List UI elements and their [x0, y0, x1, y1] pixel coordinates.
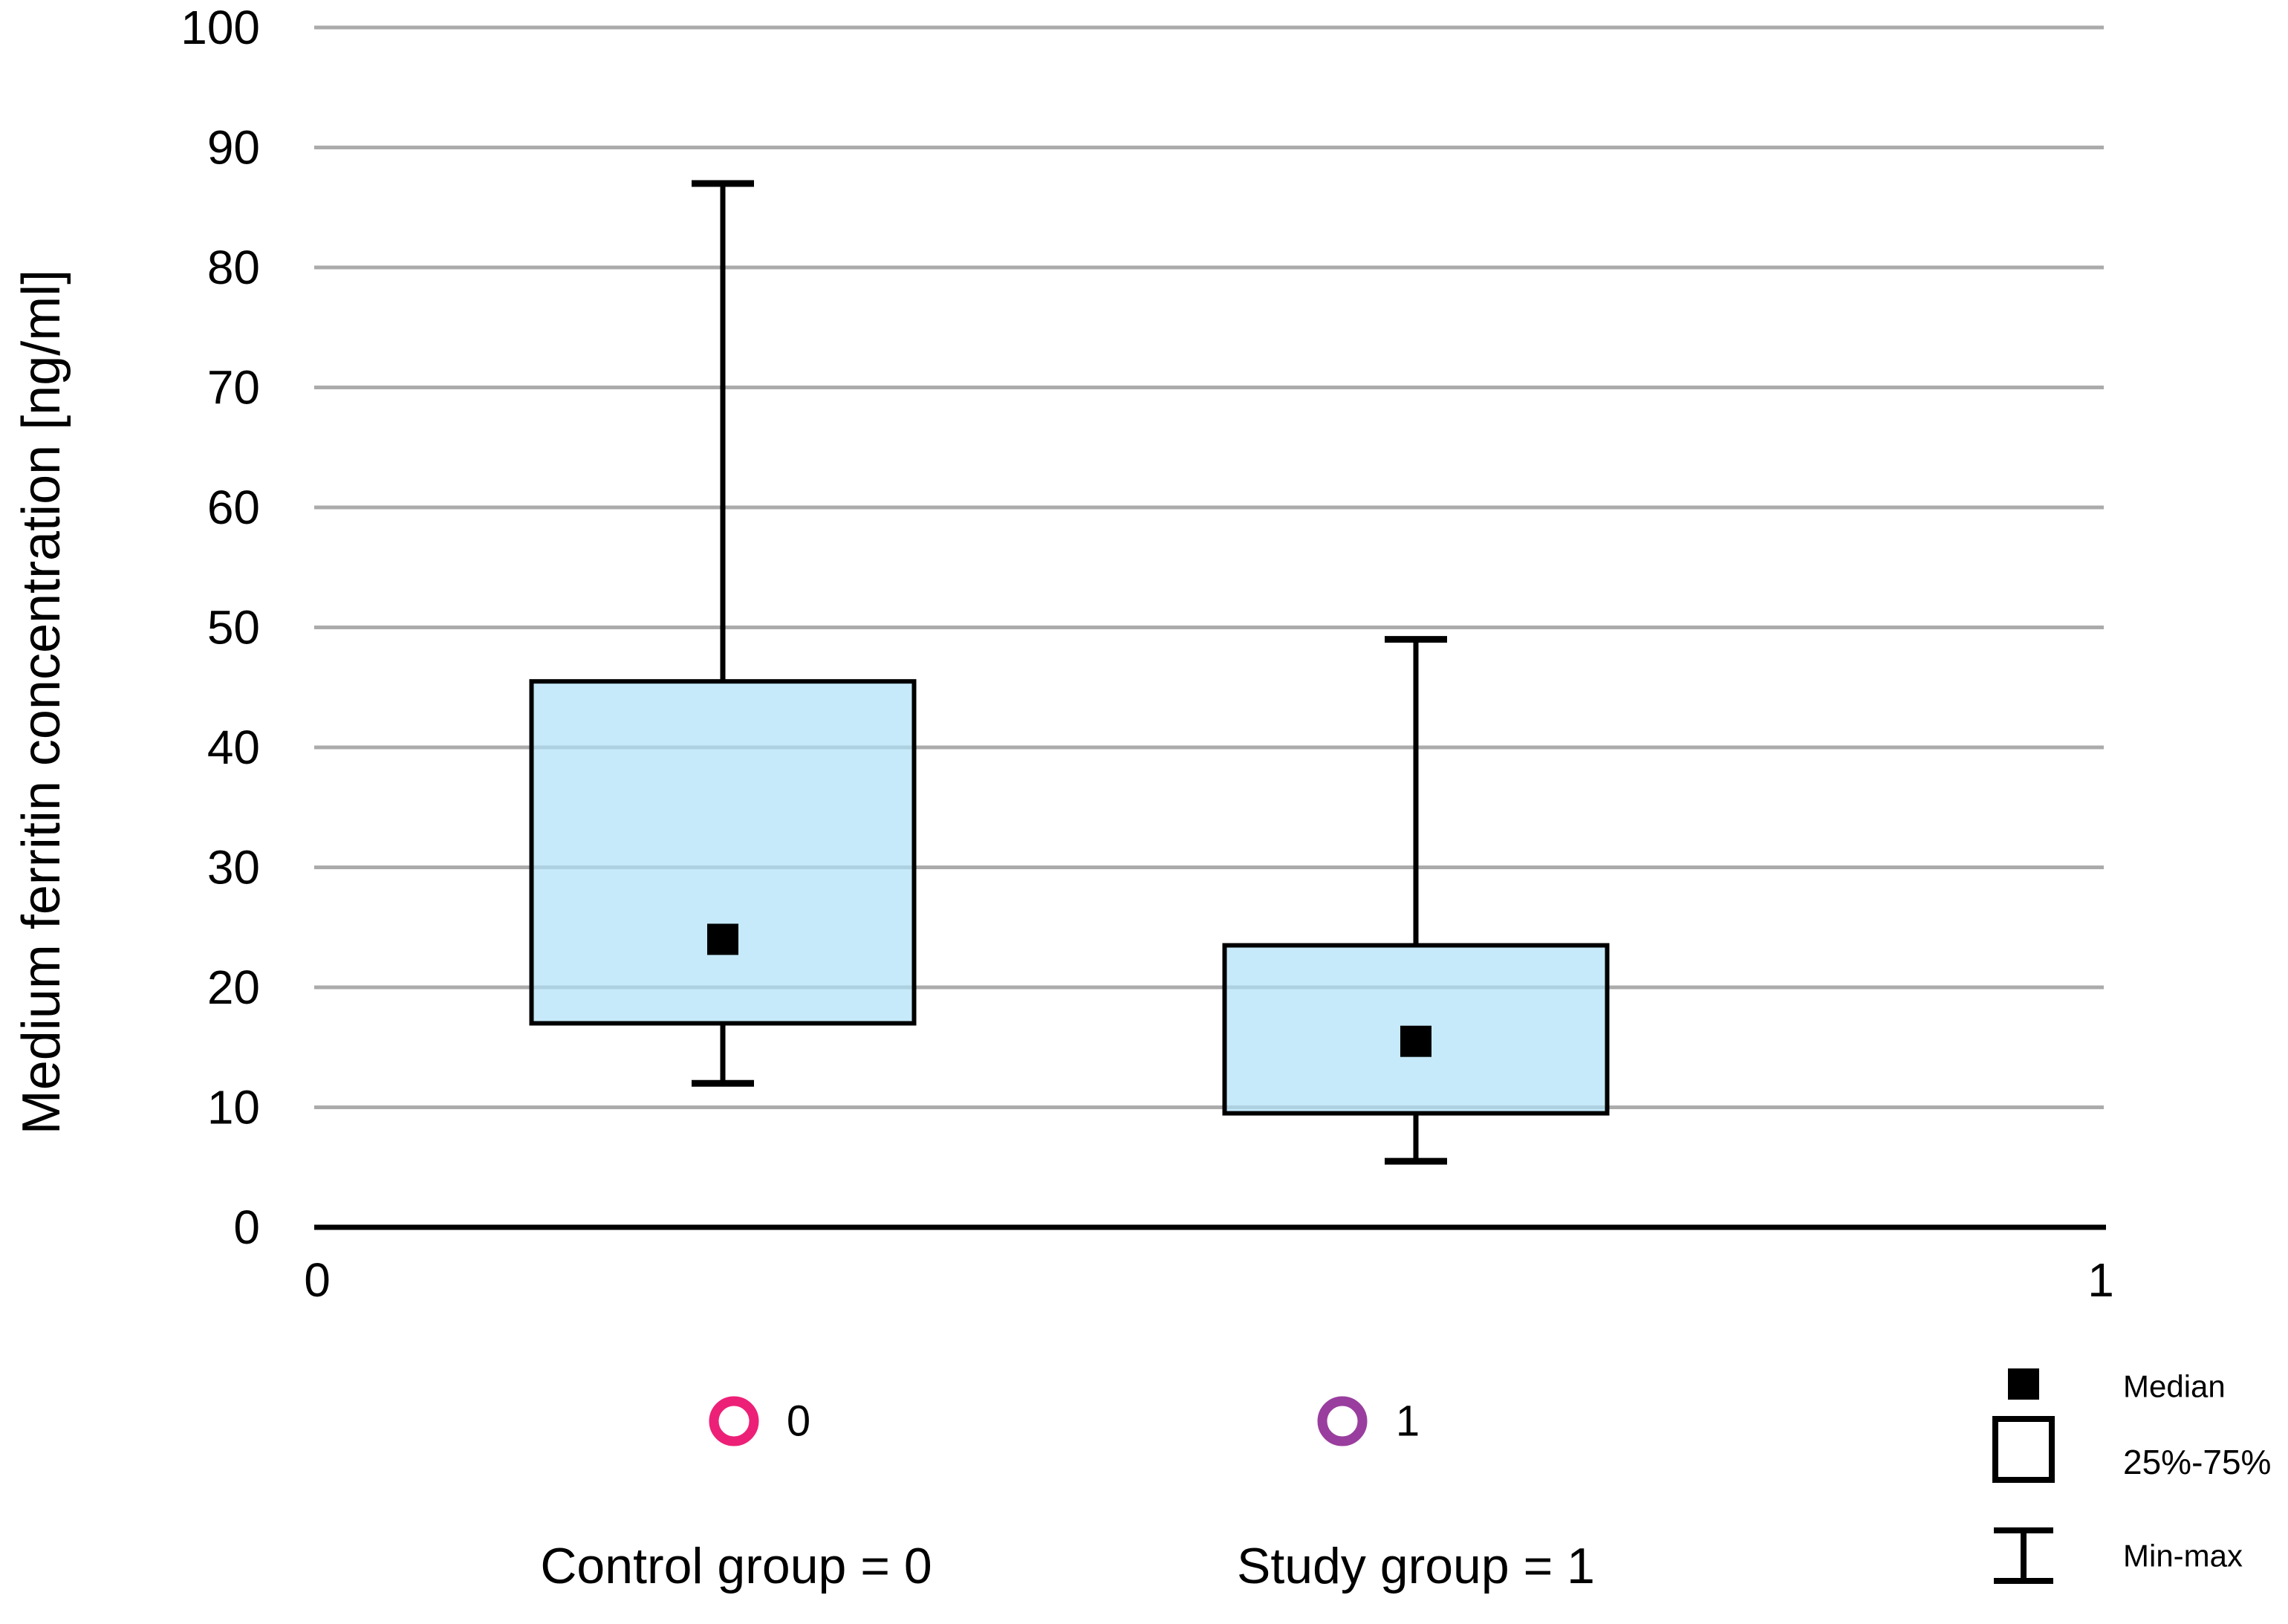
median-marker-0 — [707, 923, 738, 955]
group-label-0: Control group = 0 — [540, 1538, 932, 1594]
group-marker-label-0: 0 — [787, 1397, 810, 1446]
y-tick-label-60: 60 — [207, 481, 260, 534]
median-marker-1 — [1400, 1025, 1431, 1057]
x-tick-label-0: 0 — [304, 1253, 331, 1307]
legend-median-icon — [2008, 1368, 2039, 1400]
box-iqr-fill-0 — [531, 681, 914, 1024]
y-tick-label-10: 10 — [207, 1081, 260, 1134]
x-tick-label-1: 1 — [2087, 1253, 2114, 1307]
legend-label-1: 25%-75% — [2123, 1443, 2271, 1481]
group-marker-label-1: 1 — [1396, 1397, 1420, 1446]
legend-label-2: Min-max — [2123, 1539, 2243, 1573]
box-iqr-border-1 — [1222, 943, 1610, 1116]
group-marker-ring-0 — [709, 1396, 759, 1446]
legend-label-0: Median — [2123, 1369, 2226, 1404]
y-tick-label-70: 70 — [207, 361, 260, 415]
y-tick-label-80: 80 — [207, 241, 260, 294]
y-tick-label-90: 90 — [207, 121, 260, 175]
y-tick-label-50: 50 — [207, 601, 260, 655]
y-tick-label-30: 30 — [207, 841, 260, 894]
group-label-1: Study group = 1 — [1237, 1538, 1595, 1594]
y-tick-label-20: 20 — [207, 961, 260, 1014]
y-tick-label-100: 100 — [181, 1, 260, 54]
legend-iqr-icon — [1992, 1416, 2055, 1483]
y-tick-label-40: 40 — [207, 721, 260, 774]
box-iqr-border-0 — [529, 679, 917, 1026]
y-tick-label-0: 0 — [233, 1201, 260, 1254]
group-marker-ring-1 — [1317, 1396, 1368, 1446]
y-axis-title: Medium ferritin concentration [ng/ml] — [12, 270, 71, 1134]
